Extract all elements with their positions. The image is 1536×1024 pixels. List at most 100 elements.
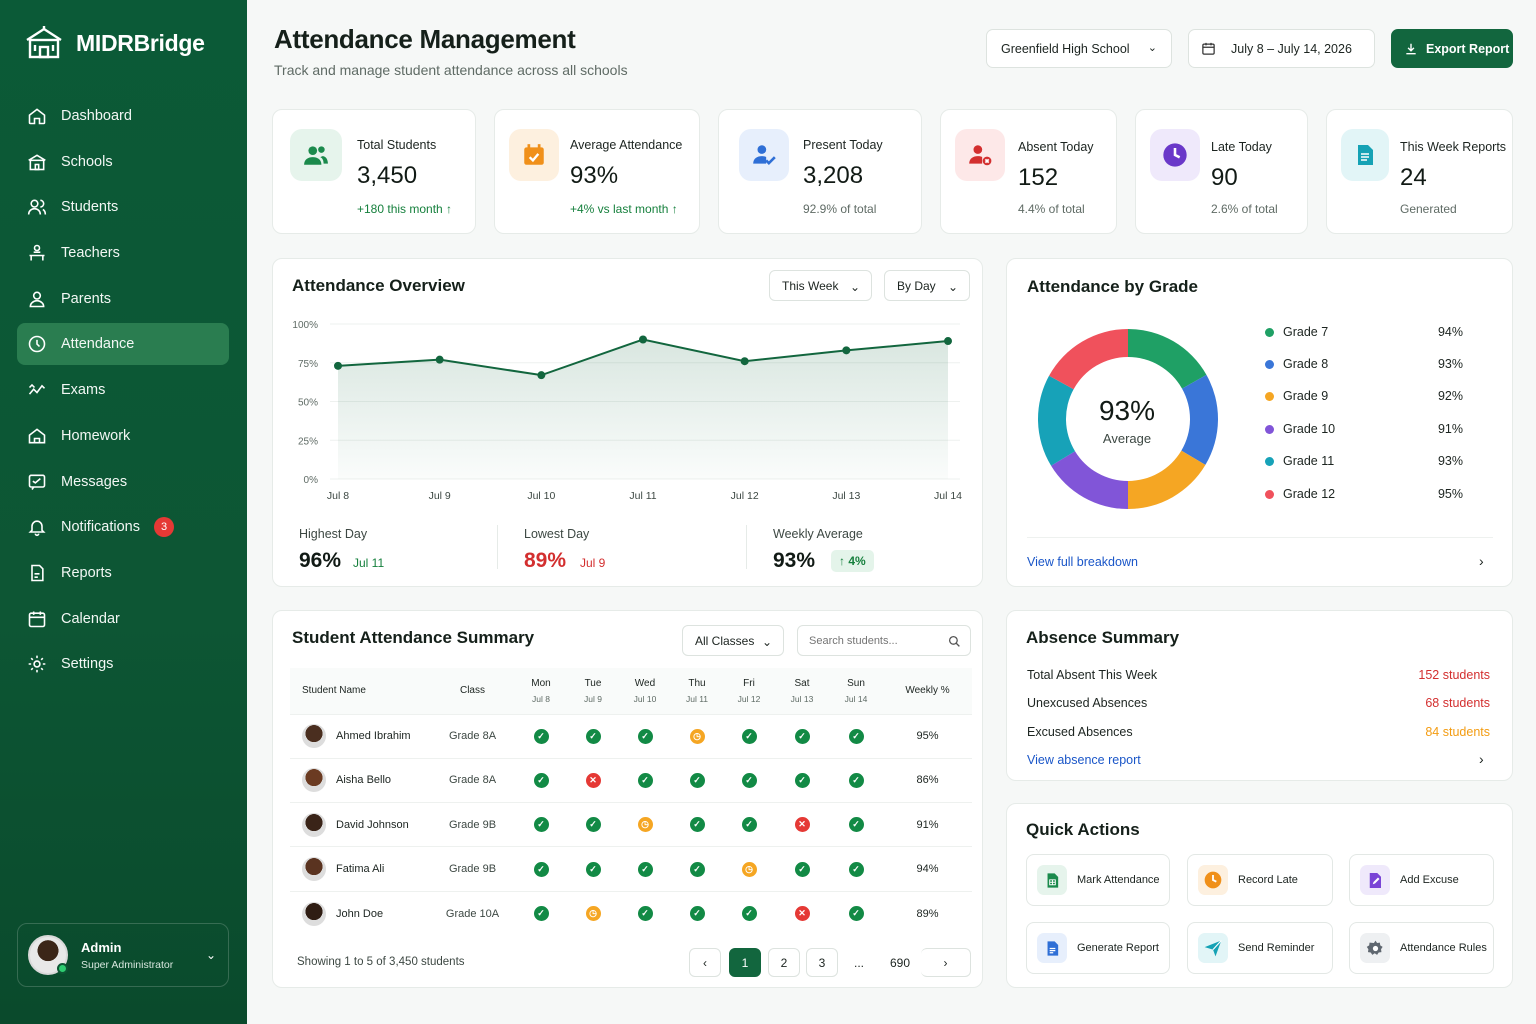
data-point[interactable] <box>639 335 647 344</box>
x-tick-label: Jul 10 <box>527 490 555 502</box>
column-header-name[interactable]: Student Name <box>290 668 430 714</box>
stat-card-late-today: Late Today 90 2.6% of total <box>1135 109 1308 234</box>
donut-slice[interactable] <box>1051 451 1128 509</box>
record-late-button[interactable]: Record Late <box>1187 854 1333 906</box>
section-title: Attendance Overview <box>292 276 465 295</box>
chevron-right-icon[interactable]: › <box>1479 751 1484 767</box>
present-status-icon: ✓ <box>637 861 653 877</box>
data-point[interactable] <box>740 357 749 366</box>
pagination-page-last[interactable]: 690 <box>889 955 911 970</box>
export-report-button[interactable]: Export Report <box>1391 29 1513 68</box>
attendance-rules-button[interactable]: Attendance Rules <box>1349 922 1494 974</box>
table-row[interactable]: John Doe Grade 10A ✓ ◷ ✓ ✓ ✓ ✕ ✓ 89% <box>290 890 972 936</box>
donut-slice[interactable] <box>1181 374 1218 465</box>
legend-label: Grade 8 <box>1283 357 1329 371</box>
x-tick-label: Jul 14 <box>934 490 962 502</box>
brand[interactable]: MIDRBridge <box>24 26 205 60</box>
group-select-value: By Day <box>897 278 936 293</box>
column-header-day[interactable]: Fri Jul 12 <box>723 668 775 714</box>
chevron-down-icon[interactable]: ⌄ <box>205 948 216 962</box>
sidebar-item-dashboard[interactable]: Dashboard <box>17 95 229 137</box>
gear-icon <box>28 655 46 673</box>
school-select[interactable]: Greenfield High School ⌄ <box>986 29 1172 68</box>
data-point[interactable] <box>842 346 851 355</box>
table-row[interactable]: Aisha Bello Grade 8A ✓ ✕ ✓ ✓ ✓ ✓ ✓ 86% <box>290 757 972 803</box>
legend-label: Grade 7 <box>1283 325 1329 339</box>
sidebar-item-schools[interactable]: Schools <box>17 141 229 183</box>
view-absence-report-link[interactable]: View absence report <box>1027 753 1141 767</box>
y-tick-label: 75% <box>298 359 318 370</box>
add-excuse-button[interactable]: Add Excuse <box>1349 854 1494 906</box>
donut-slice[interactable] <box>1128 329 1207 389</box>
generate-report-button[interactable]: Generate Report <box>1026 922 1170 974</box>
pagination-page-3[interactable]: 3 <box>806 948 838 977</box>
sidebar-item-parents[interactable]: Parents <box>17 278 229 320</box>
sidebar-item-reports[interactable]: Reports <box>17 552 229 594</box>
sidebar-item-label: Settings <box>61 656 114 673</box>
group-select[interactable]: By Day ⌄ <box>884 270 970 301</box>
period-select[interactable]: This Week ⌄ <box>769 270 872 301</box>
chevron-right-icon[interactable]: › <box>1479 553 1484 569</box>
donut-center-value: 93% <box>1098 395 1156 426</box>
column-header-class[interactable]: Class <box>430 668 515 714</box>
sidebar-item-calendar[interactable]: Calendar <box>17 598 229 640</box>
sidebar-item-students[interactable]: Students <box>17 186 229 228</box>
column-header-day[interactable]: Thu Jul 11 <box>671 668 723 714</box>
column-header-day[interactable]: Tue Jul 9 <box>567 668 619 714</box>
table-row[interactable]: David Johnson Grade 9B ✓ ✓ ◷ ✓ ✓ ✕ ✓ 91% <box>290 802 972 847</box>
data-point[interactable] <box>537 371 546 380</box>
pagination-prev-button[interactable]: ‹ <box>689 948 721 977</box>
user-profile-card[interactable]: Admin Super Administrator ⌄ <box>17 923 229 987</box>
pagination-next-button[interactable]: › <box>921 948 971 977</box>
data-point[interactable] <box>435 355 444 364</box>
table-row[interactable]: Fatima Ali Grade 9B ✓ ✓ ✓ ✓ ◷ ✓ ✓ 94% <box>290 846 972 892</box>
sidebar-nav: Dashboard Schools Students Teachers Pare… <box>17 95 229 689</box>
column-header-day[interactable]: Sun Jul 14 <box>829 668 883 714</box>
view-full-breakdown-link[interactable]: View full breakdown <box>1027 555 1138 569</box>
data-point[interactable] <box>944 337 952 346</box>
notification-count-badge: 3 <box>154 517 174 538</box>
page-title: Attendance Management <box>274 24 576 54</box>
student-search-input[interactable] <box>797 625 971 656</box>
data-point[interactable] <box>334 361 342 370</box>
calendar-icon <box>1202 42 1215 55</box>
donut-slice[interactable] <box>1038 375 1076 466</box>
legend-item: Grade 7 94% <box>1265 325 1463 339</box>
users-icon <box>290 129 342 181</box>
column-header-day[interactable]: Mon Jul 8 <box>515 668 567 714</box>
class-filter-select[interactable]: All Classes ⌄ <box>682 625 784 656</box>
present-status-icon: ✓ <box>848 772 864 788</box>
pagination-page-2[interactable]: 2 <box>768 948 800 977</box>
absence-value: 152 students <box>1418 668 1490 682</box>
sidebar-item-teachers[interactable]: Teachers <box>17 232 229 274</box>
highest-day-date: Jul 11 <box>353 556 385 570</box>
sidebar-item-attendance[interactable]: Attendance <box>17 323 229 366</box>
calendar-icon <box>28 611 46 627</box>
quick-action-label: Generate Report <box>1077 942 1159 954</box>
sidebar-item-notifications[interactable]: Notifications 3 <box>17 506 229 548</box>
student-name: John Doe <box>336 907 384 920</box>
exams-icon <box>28 384 46 395</box>
column-header-weekly[interactable]: Weekly % <box>883 668 972 714</box>
sidebar-item-homework[interactable]: Homework <box>17 415 229 457</box>
legend-dot <box>1265 391 1274 401</box>
donut-slice[interactable] <box>1049 329 1128 390</box>
column-header-day[interactable]: Wed Jul 10 <box>619 668 671 714</box>
sidebar-item-messages[interactable]: Messages <box>17 461 229 503</box>
school-select-value: Greenfield High School <box>1001 41 1130 56</box>
stat-card-total-students: Total Students 3,450 +180 this month ↑ <box>272 109 476 234</box>
table-row[interactable]: Ahmed Ibrahim Grade 8A ✓ ✓ ✓ ◷ ✓ ✓ ✓ 95% <box>290 713 972 759</box>
search-icon[interactable] <box>948 635 961 648</box>
column-header-day[interactable]: Sat Jul 13 <box>775 668 829 714</box>
stat-change: Generated <box>1400 202 1457 216</box>
present-status-icon: ✓ <box>741 772 757 788</box>
donut-slice[interactable] <box>1128 450 1206 509</box>
mark-attendance-button[interactable]: Mark Attendance <box>1026 854 1170 906</box>
sidebar-item-exams[interactable]: Exams <box>17 369 229 411</box>
school-icon <box>28 154 46 170</box>
sidebar-item-settings[interactable]: Settings <box>17 643 229 685</box>
stat-value: 152 <box>1018 164 1059 191</box>
send-reminder-button[interactable]: Send Reminder <box>1187 922 1333 974</box>
date-range-picker[interactable]: July 8 – July 14, 2026 <box>1188 29 1375 68</box>
pagination-page-1[interactable]: 1 <box>729 948 761 977</box>
